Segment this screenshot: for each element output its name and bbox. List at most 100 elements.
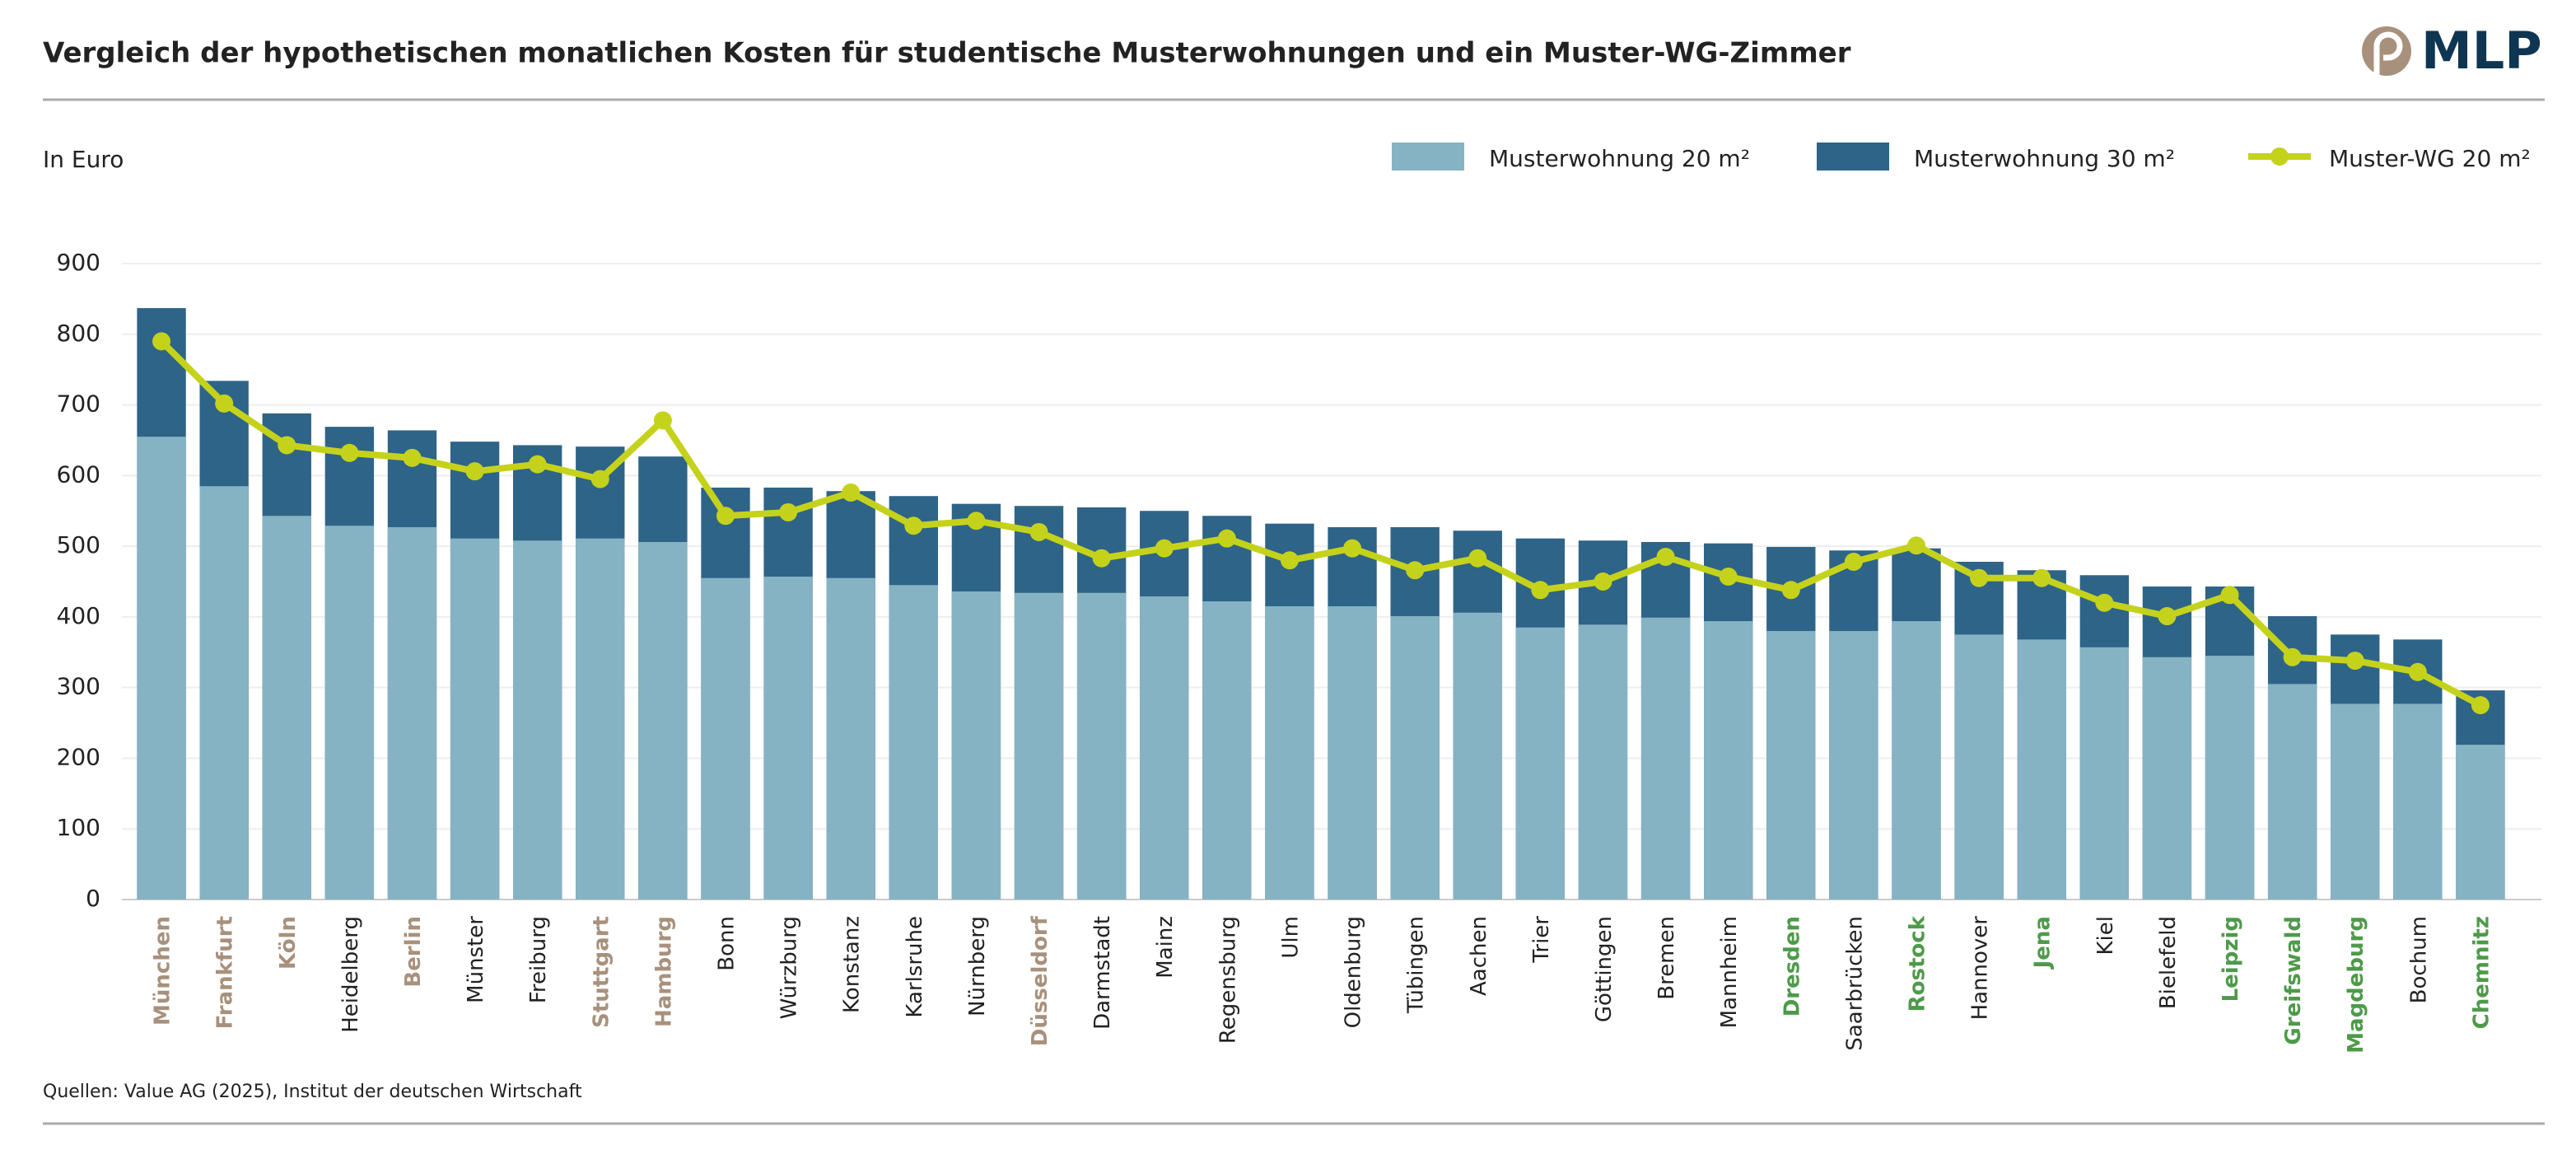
- line-point: [215, 394, 234, 413]
- bar: [387, 526, 437, 900]
- x-tick-label: Tübingen: [1404, 916, 1429, 1014]
- x-tick-label: Jena: [2031, 916, 2056, 970]
- bar: [137, 437, 186, 900]
- bar: [951, 591, 1001, 900]
- bar: [576, 538, 625, 900]
- line-point: [590, 470, 609, 488]
- legend-swatch: [1392, 143, 1464, 171]
- line-point: [2220, 586, 2239, 605]
- bar: [2456, 745, 2505, 900]
- x-tick-label: Mannheim: [1717, 916, 1742, 1028]
- line-point: [653, 411, 672, 430]
- x-tick-label: Aachen: [1467, 916, 1491, 996]
- line-point: [2345, 652, 2364, 671]
- y-tick-label: 700: [57, 390, 100, 418]
- y-tick-label: 100: [57, 814, 100, 841]
- x-tick-label: Oldenburg: [1342, 916, 1366, 1028]
- x-tick-label: Trier: [1529, 916, 1554, 964]
- logo: MLP: [2362, 21, 2542, 81]
- legend-swatch: [2270, 147, 2289, 166]
- legend-swatch: [1817, 143, 1889, 171]
- source: Quellen: Value AG (2025), Institut der d…: [43, 1082, 582, 1102]
- x-tick-label: Rostock: [1906, 915, 1930, 1012]
- x-tick-label: Konstanz: [840, 916, 865, 1013]
- x-tick-label: Mainz: [1153, 916, 1178, 979]
- line-point: [278, 436, 296, 455]
- y-tick-label: 900: [57, 249, 100, 276]
- bar: [2079, 647, 2129, 900]
- bar: [1829, 631, 1878, 900]
- y-tick-label: 300: [57, 673, 100, 700]
- x-tick-label: Chemnitz: [2469, 916, 2494, 1029]
- x-tick-label: Ulm: [1278, 916, 1303, 959]
- x-tick-label: Heidelberg: [338, 916, 363, 1033]
- bar: [1265, 606, 1314, 900]
- legend-label: Musterwohnung 20 m²: [1489, 145, 1750, 172]
- chart-title: Vergleich der hypothetischen monatlichen…: [43, 37, 1851, 70]
- x-tick-label: Kiel: [2093, 916, 2118, 956]
- line-point: [967, 512, 986, 530]
- line-point: [2032, 568, 2051, 587]
- x-tick-label: Bielefeld: [2156, 916, 2181, 1009]
- line-point: [1907, 536, 1925, 555]
- x-tick-label: Freiburg: [526, 916, 551, 1003]
- y-tick-label: 200: [57, 743, 100, 770]
- line-point: [1343, 539, 1362, 558]
- line-point: [1406, 561, 1425, 580]
- bar: [2205, 656, 2255, 900]
- line: [159, 339, 2482, 708]
- bar: [763, 576, 813, 900]
- line-point: [904, 516, 923, 535]
- bar: [450, 538, 500, 900]
- x-tick-label: München: [151, 916, 175, 1026]
- bar: [1202, 601, 1252, 900]
- x-tick-label: Bonn: [715, 916, 740, 971]
- y-tick-label: 600: [57, 460, 100, 488]
- x-tick-label: Dresden: [1780, 916, 1804, 1016]
- line-point: [2095, 593, 2114, 612]
- bar: [701, 577, 750, 900]
- line-point: [1280, 551, 1299, 570]
- bar: [324, 526, 375, 900]
- line-point: [1844, 552, 1863, 571]
- bar: [1704, 621, 1753, 900]
- bar: [1892, 621, 1941, 900]
- bar: [889, 585, 938, 900]
- y-tick-label: 800: [57, 320, 100, 347]
- line-point: [528, 455, 547, 474]
- x-tick-label: Berlin: [401, 916, 426, 988]
- y-tick-label: 400: [57, 602, 100, 629]
- line-point: [2158, 607, 2177, 626]
- bar: [1328, 606, 1377, 900]
- line-point: [1719, 567, 1738, 586]
- x-tick-label: Würzburg: [777, 916, 802, 1019]
- bar: [1578, 624, 1628, 900]
- x-tick-label: Greifswald: [2281, 916, 2306, 1045]
- line-point: [2471, 696, 2490, 715]
- x-tick-label: Stuttgart: [589, 916, 614, 1028]
- x-tick-label: Darmstadt: [1090, 916, 1115, 1030]
- bar: [2393, 703, 2443, 900]
- line-point: [779, 502, 798, 521]
- line-point: [842, 483, 861, 502]
- x-tick-label: Bremen: [1654, 916, 1679, 1000]
- line-point: [2408, 662, 2427, 681]
- legend-label: Musterwohnung 30 m²: [1914, 145, 2175, 172]
- line-point: [1092, 549, 1111, 568]
- x-tick-label: Karlsruhe: [903, 916, 927, 1018]
- x-tick-label: Hamburg: [651, 916, 676, 1027]
- bar: [1140, 596, 1189, 900]
- x-tick-label: Göttingen: [1592, 916, 1617, 1022]
- bar: [826, 577, 875, 900]
- line-point: [716, 507, 735, 526]
- line-point: [1781, 581, 1800, 600]
- x-tick-label: Frankfurt: [213, 916, 238, 1029]
- x-tick-label: Nürnberg: [965, 916, 990, 1016]
- bar: [1453, 612, 1502, 900]
- x-tick-label: Leipzig: [2219, 916, 2243, 1002]
- x-tick-label: Münster: [464, 916, 488, 1003]
- bar: [1076, 592, 1127, 900]
- y-tick-label: 500: [57, 531, 100, 558]
- bar: [2142, 657, 2192, 900]
